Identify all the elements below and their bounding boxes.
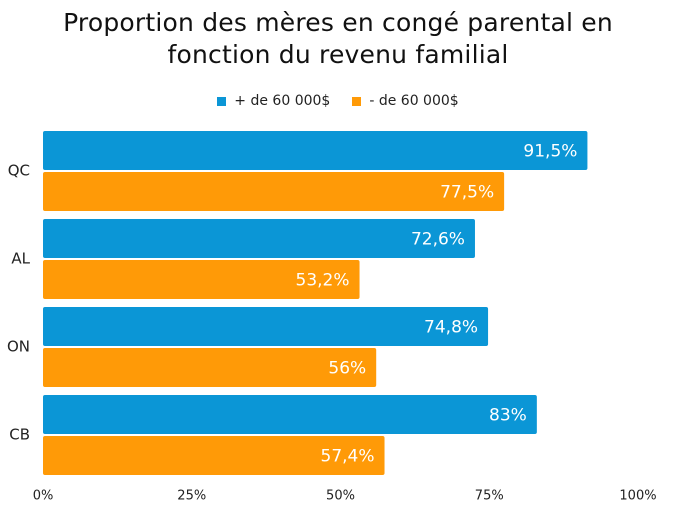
legend: + de 60 000$ - de 60 000$ <box>0 93 676 109</box>
x-tick-label-4: 100% <box>619 489 656 504</box>
y-tick-label-al: AL <box>11 250 30 268</box>
data-label-on-high: 74,8% <box>424 318 478 338</box>
y-tick-label-cb: CB <box>9 426 30 444</box>
data-label-cb-high: 83% <box>489 406 527 426</box>
bar-on-low <box>43 348 377 387</box>
x-tick-label-0: 0% <box>33 489 54 504</box>
bar-qc-low <box>43 172 505 211</box>
y-tick-label-on: ON <box>7 338 30 356</box>
bar-qc-high <box>43 131 588 170</box>
data-label-on-low: 56% <box>328 359 366 379</box>
data-label-al-high: 72,6% <box>411 230 465 250</box>
bar-on-high <box>43 307 489 346</box>
data-label-al-low: 53,2% <box>296 271 350 291</box>
data-label-qc-high: 91,5% <box>523 142 577 162</box>
bar-al-low <box>43 260 360 299</box>
x-tick-label-3: 75% <box>475 489 504 504</box>
bar-cb-high <box>43 395 537 434</box>
legend-swatch-low <box>352 96 362 106</box>
x-tick-label-2: 50% <box>326 489 355 504</box>
legend-item-low: - de 60 000$ <box>352 93 459 109</box>
legend-label-high: + de 60 000$ <box>234 93 331 109</box>
legend-swatch-high <box>217 96 227 106</box>
chart-title-line-2: fonction du revenu familial <box>167 40 509 69</box>
legend-label-low: - de 60 000$ <box>369 93 459 109</box>
chart-title-line-1: Proportion des mères en congé parental e… <box>63 8 613 37</box>
data-label-qc-low: 77,5% <box>440 183 494 203</box>
bar-cb-low <box>43 436 385 475</box>
x-tick-label-1: 25% <box>177 489 206 504</box>
y-tick-label-qc: QC <box>8 162 30 180</box>
legend-item-high: + de 60 000$ <box>217 93 330 109</box>
bar-al-high <box>43 219 475 258</box>
data-label-cb-low: 57,4% <box>321 447 375 467</box>
